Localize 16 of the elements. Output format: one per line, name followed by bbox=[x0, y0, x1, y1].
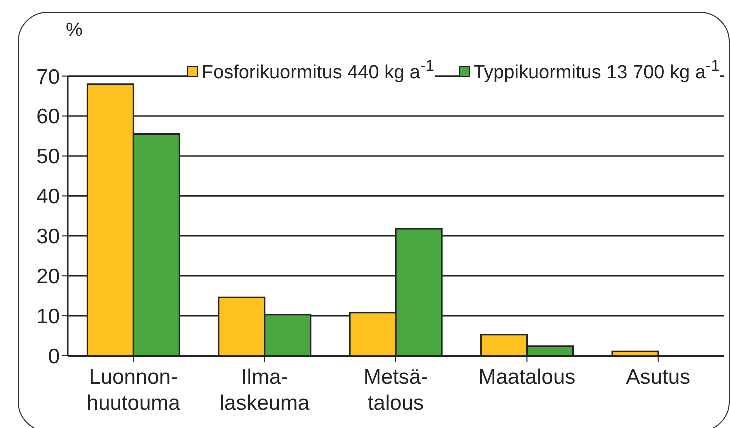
x-tick-label: Asutus bbox=[626, 366, 690, 389]
legend-label: Typpikuormitus 13 700 kg a$^{-1}$ bbox=[474, 58, 720, 84]
y-tick-label: 20 bbox=[36, 266, 60, 289]
y-tick-label: 70 bbox=[36, 66, 60, 89]
legend-label: Fosforikuormitus 440 kg a$^{-1}$ bbox=[202, 58, 435, 84]
y-axis-title: % bbox=[66, 20, 83, 42]
y-tick-label: 40 bbox=[36, 186, 60, 209]
x-tick-label: Maatalous bbox=[478, 366, 576, 389]
y-tick-label: 10 bbox=[36, 306, 60, 328]
y-tick-label: 60 bbox=[36, 106, 60, 129]
y-tick-label: 50 bbox=[36, 146, 60, 169]
y-tick-label: 0 bbox=[48, 345, 60, 368]
x-tick-label: Ilma- laskeuma bbox=[220, 366, 310, 415]
x-tick-label: Luonnon- huutouma bbox=[86, 366, 181, 415]
x-tick-label: Metsä- talous bbox=[364, 366, 428, 415]
y-tick-label: 30 bbox=[36, 226, 60, 249]
